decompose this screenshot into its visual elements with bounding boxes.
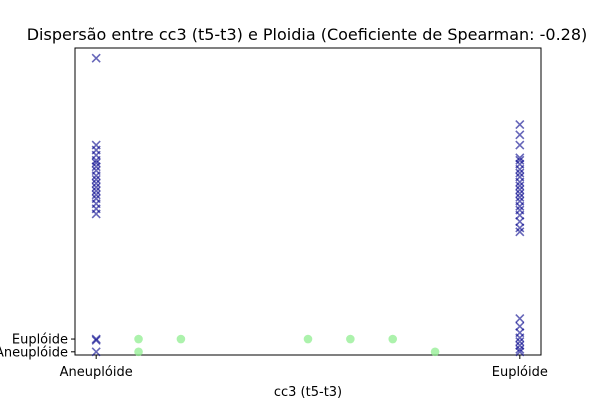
data-point-x <box>91 178 101 188</box>
data-point-circle <box>430 347 440 357</box>
data-point-circle <box>388 334 398 344</box>
y-tick-label: Aneuplóide <box>0 345 68 360</box>
chart-title: Dispersão entre cc3 (t5-t3) e Ploidia (C… <box>27 25 588 44</box>
data-point-x <box>515 223 525 233</box>
data-point-x <box>515 130 525 140</box>
data-point-x <box>515 227 525 237</box>
data-point-circle <box>303 334 313 344</box>
plot-area <box>74 47 542 356</box>
data-point-circle <box>134 334 143 344</box>
data-point-x <box>515 192 525 202</box>
data-point-x <box>515 201 525 211</box>
x-axis-label: cc3 (t5-t3) <box>274 385 342 400</box>
data-point-x <box>91 174 101 185</box>
data-point-x <box>91 209 101 219</box>
data-point-x <box>91 190 101 200</box>
data-point-x <box>91 158 101 168</box>
data-point-x <box>515 188 525 199</box>
data-point-x <box>91 171 101 181</box>
x-tick-label: Aneuplóide <box>60 365 133 380</box>
data-point-x <box>515 185 525 195</box>
data-marks <box>91 53 525 357</box>
y-tick-label: Euplóide <box>12 333 68 348</box>
data-point-circle <box>176 334 186 344</box>
data-point-x <box>515 120 525 130</box>
data-point-x <box>515 333 525 343</box>
data-point-x <box>515 155 525 165</box>
data-point-x <box>515 337 525 347</box>
x-axis-ticks: Aneuplóide Euplóide <box>60 355 548 380</box>
data-point-x <box>515 168 525 178</box>
data-point-x <box>515 140 525 150</box>
data-point-x <box>91 347 101 357</box>
data-point-x <box>515 344 525 354</box>
data-point-x <box>91 334 101 344</box>
data-point-x <box>91 53 101 63</box>
data-point-x <box>515 181 525 191</box>
x-tick-label: Euplóide <box>492 365 548 380</box>
data-point-x <box>91 186 101 196</box>
data-point-x <box>515 177 525 187</box>
data-point-circle <box>134 347 143 357</box>
data-point-x <box>515 314 525 324</box>
data-point-x <box>515 164 525 174</box>
data-point-x <box>91 335 101 345</box>
data-point-x <box>91 162 101 172</box>
data-point-x <box>515 347 525 357</box>
data-point-x <box>91 182 101 192</box>
data-point-circle <box>346 334 355 344</box>
